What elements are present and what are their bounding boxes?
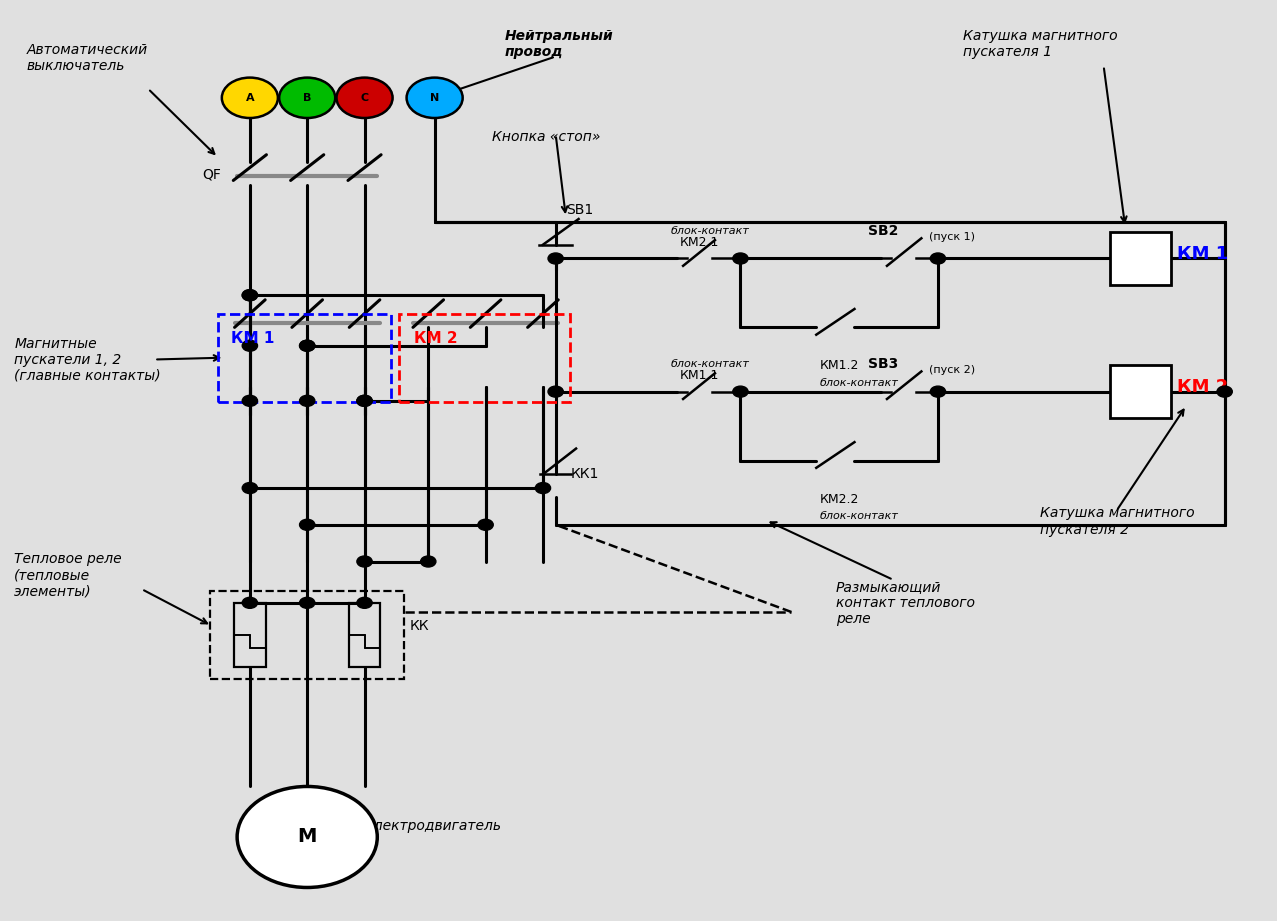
Text: A: A bbox=[245, 93, 254, 103]
Text: Автоматический
выключатель: Автоматический выключатель bbox=[27, 42, 148, 73]
Circle shape bbox=[243, 290, 258, 301]
Text: (пуск 2): (пуск 2) bbox=[930, 365, 976, 375]
Circle shape bbox=[356, 395, 372, 406]
Circle shape bbox=[300, 395, 315, 406]
Text: SB3: SB3 bbox=[868, 357, 898, 371]
Circle shape bbox=[478, 519, 493, 530]
Circle shape bbox=[356, 598, 372, 609]
Text: Тепловое реле
(тепловые
элементы): Тепловое реле (тепловые элементы) bbox=[14, 553, 121, 599]
Text: Нейтральный
провод: Нейтральный провод bbox=[504, 29, 613, 59]
Circle shape bbox=[222, 77, 278, 118]
Text: B: B bbox=[303, 93, 312, 103]
Circle shape bbox=[931, 253, 945, 264]
Circle shape bbox=[243, 395, 258, 406]
Circle shape bbox=[548, 253, 563, 264]
Circle shape bbox=[243, 483, 258, 494]
Circle shape bbox=[535, 483, 550, 494]
Bar bbox=[234, 603, 266, 667]
Text: SB1: SB1 bbox=[566, 204, 593, 217]
Circle shape bbox=[337, 77, 392, 118]
Text: КМ2.2: КМ2.2 bbox=[820, 493, 859, 506]
Text: КМ 1: КМ 1 bbox=[1177, 245, 1228, 262]
Text: КМ1.2: КМ1.2 bbox=[820, 359, 859, 372]
Text: КМ 2: КМ 2 bbox=[414, 331, 458, 346]
Circle shape bbox=[280, 77, 336, 118]
Circle shape bbox=[238, 787, 377, 888]
Circle shape bbox=[300, 340, 315, 351]
Circle shape bbox=[1217, 386, 1232, 397]
Text: QF: QF bbox=[203, 167, 222, 181]
Text: блок-контакт: блок-контакт bbox=[670, 358, 750, 368]
Text: блок-контакт: блок-контакт bbox=[670, 226, 750, 236]
Text: Катушка магнитного
пускателя 2: Катушка магнитного пускателя 2 bbox=[1039, 507, 1194, 537]
Text: SB2: SB2 bbox=[868, 225, 898, 239]
Text: (пуск 1): (пуск 1) bbox=[930, 232, 976, 242]
Circle shape bbox=[733, 386, 748, 397]
Text: C: C bbox=[360, 93, 369, 103]
Circle shape bbox=[243, 290, 258, 301]
Bar bbox=[1110, 232, 1171, 286]
Bar bbox=[1110, 365, 1171, 418]
Text: КМ2.1: КМ2.1 bbox=[679, 237, 719, 250]
Circle shape bbox=[300, 519, 315, 530]
Circle shape bbox=[356, 395, 372, 406]
Text: КМ 1: КМ 1 bbox=[231, 331, 275, 346]
Circle shape bbox=[548, 386, 563, 397]
Circle shape bbox=[300, 340, 315, 351]
Text: Электродвигатель: Электродвигатель bbox=[364, 819, 502, 833]
Circle shape bbox=[420, 556, 435, 567]
Circle shape bbox=[931, 386, 945, 397]
Text: блок-контакт: блок-контакт bbox=[820, 511, 899, 521]
Text: блок-контакт: блок-контакт bbox=[820, 378, 899, 388]
Circle shape bbox=[356, 556, 372, 567]
Circle shape bbox=[406, 77, 462, 118]
Circle shape bbox=[243, 340, 258, 351]
Circle shape bbox=[243, 598, 258, 609]
Text: Катушка магнитного
пускателя 1: Катушка магнитного пускателя 1 bbox=[963, 29, 1119, 59]
Text: КМ1.1: КМ1.1 bbox=[679, 369, 719, 382]
Text: КК1: КК1 bbox=[571, 467, 599, 482]
Circle shape bbox=[300, 598, 315, 609]
Text: Кнопка «стоп»: Кнопка «стоп» bbox=[492, 130, 600, 144]
Text: Магнитные
пускатели 1, 2
(главные контакты): Магнитные пускатели 1, 2 (главные контак… bbox=[14, 336, 161, 383]
Text: М: М bbox=[298, 827, 317, 846]
Text: Размыкающий
контакт теплового
реле: Размыкающий контакт теплового реле bbox=[836, 580, 976, 626]
Text: КК: КК bbox=[409, 619, 429, 633]
Bar bbox=[349, 603, 381, 667]
Text: N: N bbox=[430, 93, 439, 103]
Text: КМ 2: КМ 2 bbox=[1177, 378, 1228, 396]
Circle shape bbox=[733, 253, 748, 264]
